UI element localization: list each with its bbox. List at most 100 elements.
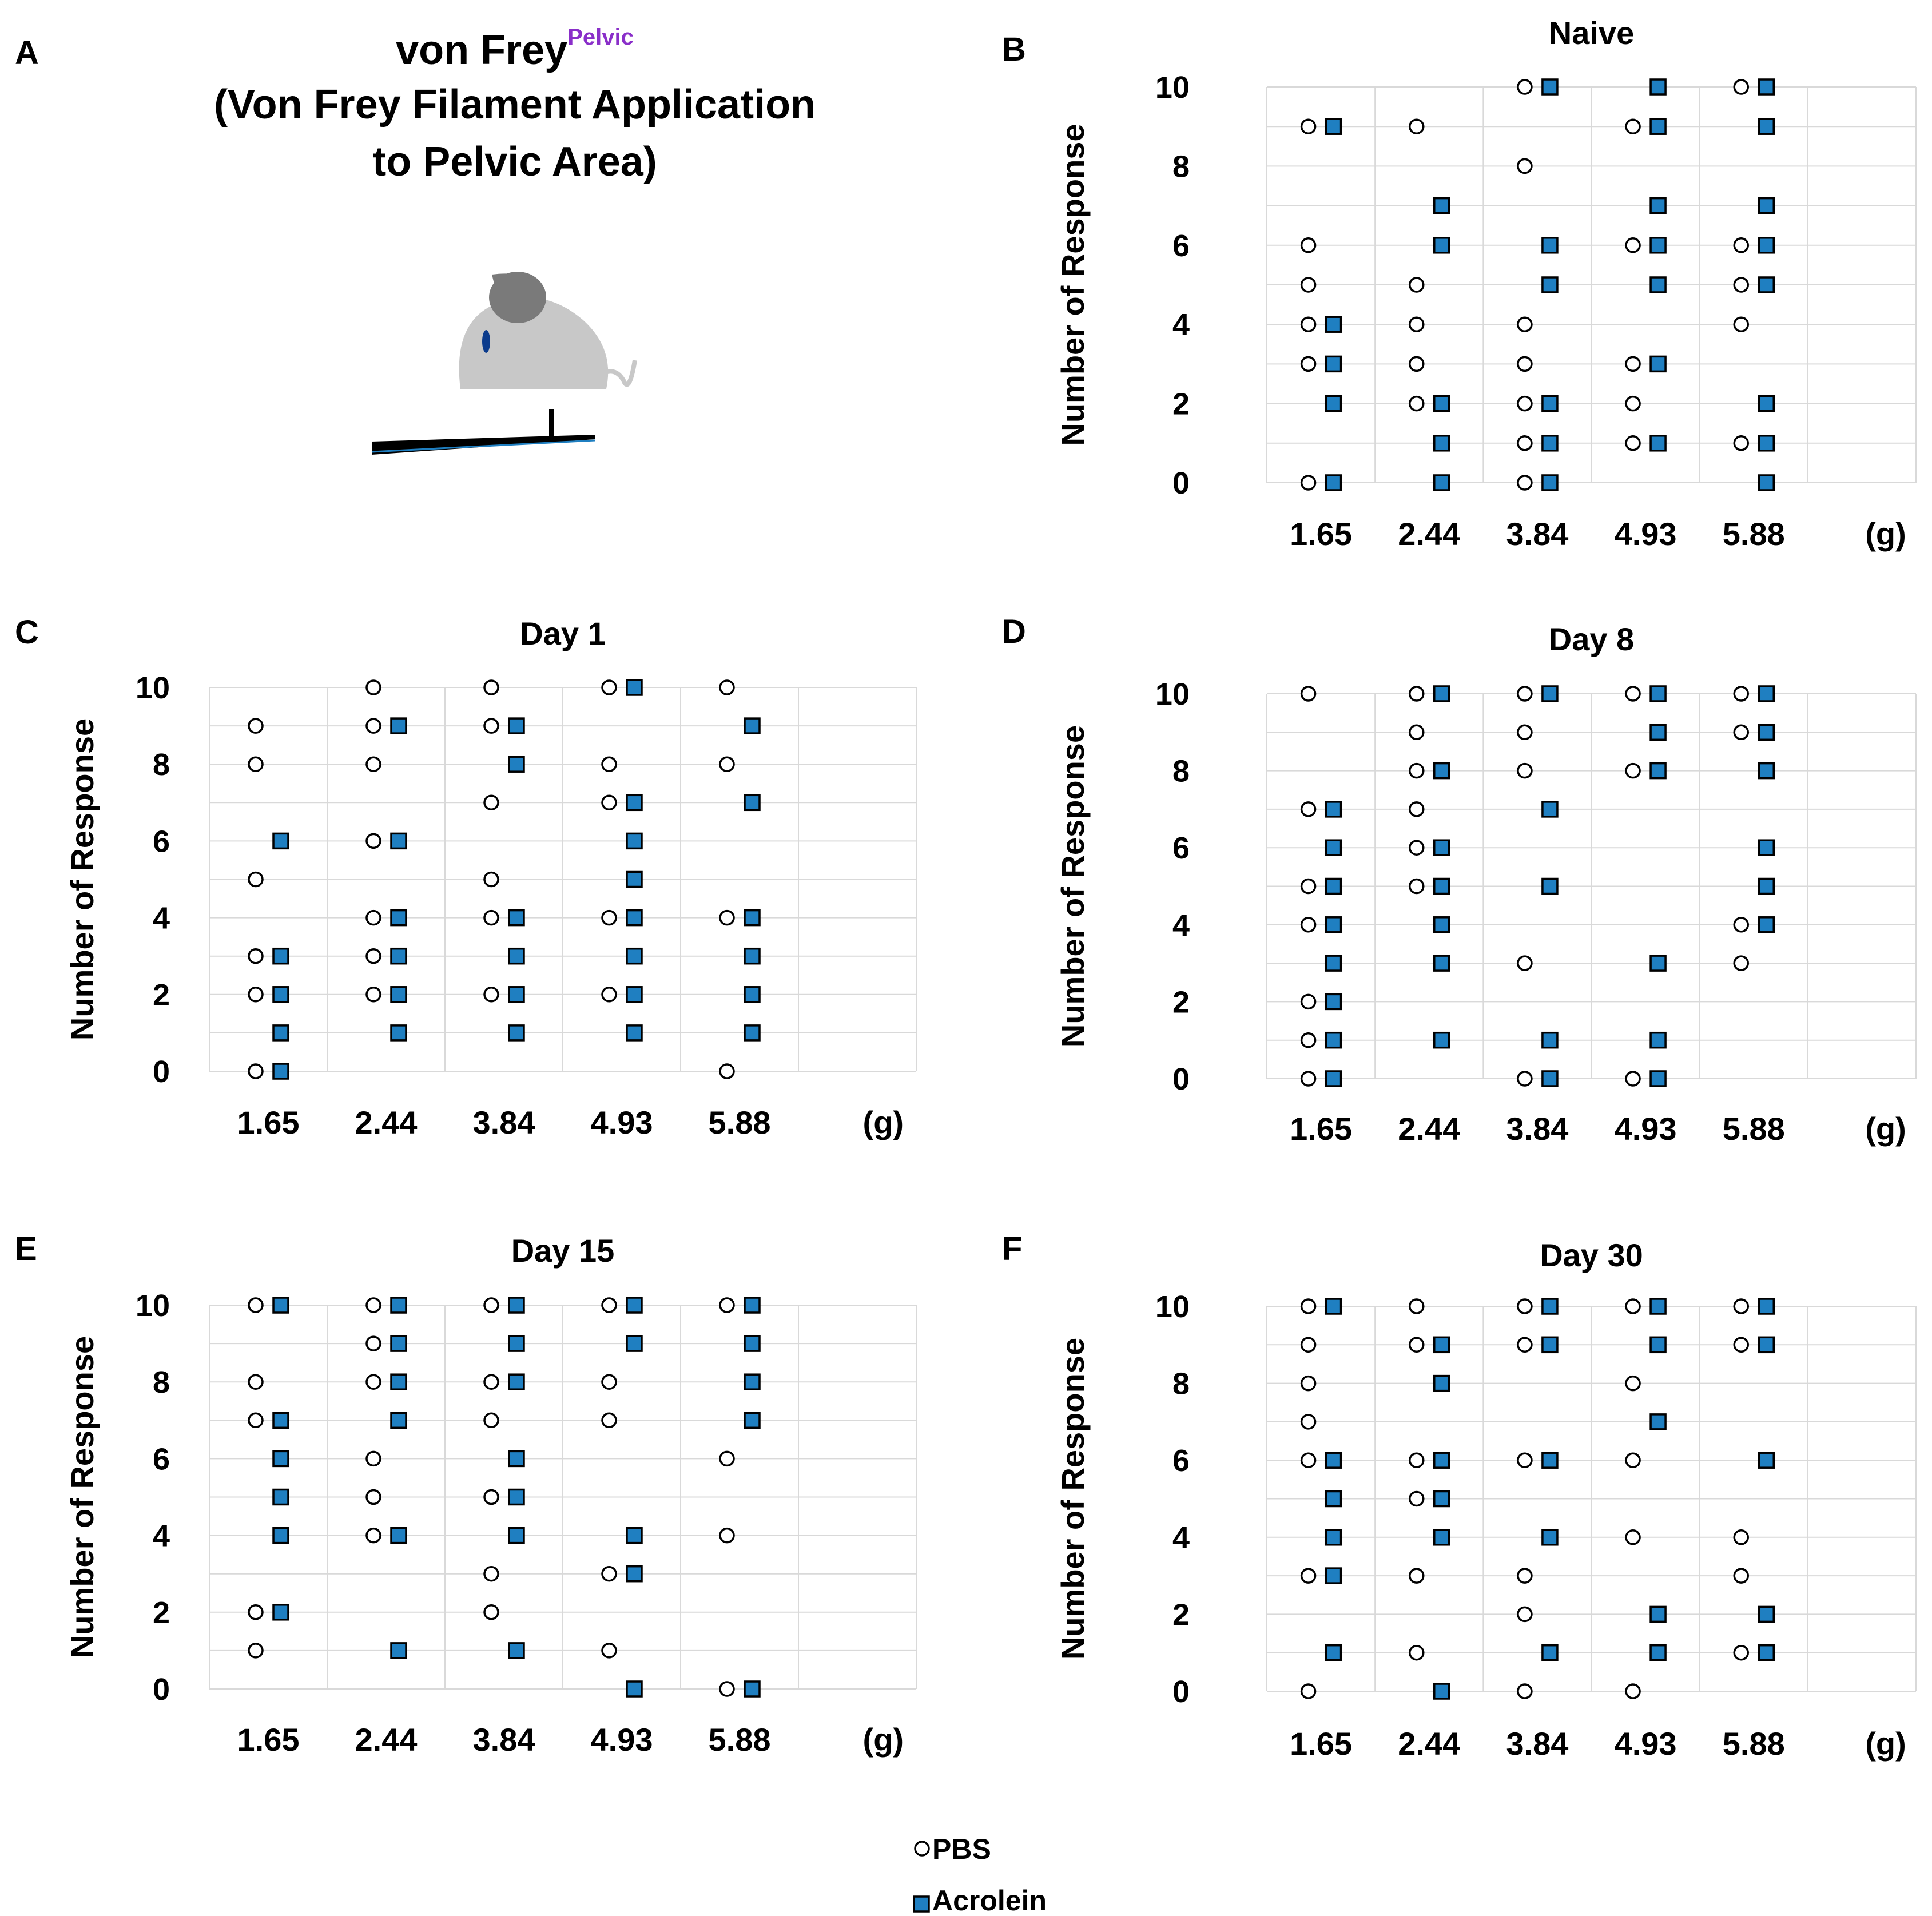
pbs-point xyxy=(483,1489,499,1505)
acrolein-point xyxy=(272,1488,289,1506)
y-tick-label: 4 xyxy=(1172,908,1190,943)
pbs-point xyxy=(1409,1644,1425,1661)
y-tick-label: 0 xyxy=(1172,1062,1190,1096)
y-tick-label: 6 xyxy=(1172,229,1190,263)
acrolein-point xyxy=(1541,237,1559,254)
chart-title: Day 15 xyxy=(511,1233,615,1269)
acrolein-point xyxy=(1649,197,1667,214)
acrolein-point xyxy=(1758,877,1775,895)
pbs-point xyxy=(1300,878,1317,895)
acrolein-point xyxy=(1541,877,1559,895)
acrolein-point xyxy=(1649,435,1667,452)
mouse-tail xyxy=(599,360,637,387)
acrolein-point xyxy=(744,909,761,927)
y-tick-label: 8 xyxy=(153,748,170,782)
pbs-point xyxy=(1300,1071,1317,1087)
acrolein-point xyxy=(1649,685,1667,702)
acrolein-point xyxy=(1325,1490,1342,1508)
panel-letter-f: F xyxy=(1002,1230,1022,1267)
acrolein-point xyxy=(1758,276,1775,293)
pbs-point xyxy=(1733,1568,1749,1584)
pbs-point xyxy=(601,909,617,926)
acrolein-point xyxy=(1325,118,1342,135)
pbs-point xyxy=(1625,237,1641,253)
y-tick-label: 4 xyxy=(1172,1521,1190,1555)
pbs-point xyxy=(248,756,264,772)
acrolein-point xyxy=(626,1565,643,1583)
acrolein-point xyxy=(1433,197,1450,214)
x-tick-label: 1.65 xyxy=(237,1104,300,1140)
acrolein-point xyxy=(1325,1452,1342,1469)
pbs-point xyxy=(1517,158,1533,174)
acrolein-point xyxy=(390,1373,407,1390)
acrolein-point xyxy=(626,1024,643,1042)
acrolein-point xyxy=(1541,801,1559,818)
pbs-point xyxy=(1300,1337,1317,1353)
x-tick-label: 5.88 xyxy=(1723,516,1785,552)
y-tick-label: 8 xyxy=(1172,754,1190,789)
acrolein-point xyxy=(1758,1644,1775,1661)
von-frey-filament xyxy=(549,409,554,439)
pbs-point xyxy=(1300,277,1317,293)
acrolein-point xyxy=(1325,1298,1342,1315)
pbs-point xyxy=(365,1374,381,1390)
acrolein-point xyxy=(1541,1452,1559,1469)
acrolein-point xyxy=(390,1527,407,1544)
acrolein-point xyxy=(1325,1070,1342,1087)
pbs-point xyxy=(1517,79,1533,95)
pbs-point xyxy=(248,1643,264,1659)
acrolein-point xyxy=(508,986,525,1003)
acrolein-point xyxy=(390,1335,407,1352)
pbs-point xyxy=(248,1297,264,1313)
pbs-point xyxy=(1625,686,1641,702)
acrolein-point xyxy=(1433,1452,1450,1469)
x-axis-unit: (g) xyxy=(863,1104,904,1140)
pbs-point xyxy=(365,718,381,734)
x-tick-label: 3.84 xyxy=(1506,1111,1568,1147)
pbs-point xyxy=(719,1450,735,1467)
pbs-point xyxy=(1517,1683,1533,1699)
pbs-point xyxy=(483,1412,499,1429)
acrolein-point xyxy=(744,1412,761,1429)
acrolein-point xyxy=(744,1297,761,1314)
mouse-eye xyxy=(482,330,490,353)
y-tick-label: 6 xyxy=(1172,831,1190,865)
acrolein-point xyxy=(1649,1605,1667,1623)
acrolein-point xyxy=(1433,474,1450,491)
acrolein-point xyxy=(390,1412,407,1429)
pbs-point xyxy=(1517,475,1533,491)
acrolein-point xyxy=(1758,474,1775,491)
pbs-point xyxy=(1625,356,1641,372)
acrolein-point xyxy=(272,1063,289,1080)
acrolein-point xyxy=(626,1297,643,1314)
acrolein-point xyxy=(390,1024,407,1042)
acrolein-point xyxy=(626,947,643,965)
acrolein-point xyxy=(1758,78,1775,96)
x-tick-label: 1.65 xyxy=(1290,516,1352,552)
x-axis-unit: (g) xyxy=(1865,516,1906,552)
pbs-point xyxy=(1300,1298,1317,1314)
acrolein-point xyxy=(1433,1683,1450,1700)
pbs-point xyxy=(1733,435,1749,451)
acrolein-point xyxy=(1325,395,1342,412)
y-tick-label: 4 xyxy=(153,1519,170,1553)
acrolein-point xyxy=(1649,1298,1667,1315)
x-axis-unit: (g) xyxy=(863,1722,904,1758)
pbs-point xyxy=(365,909,381,926)
pbs-point xyxy=(1409,1298,1425,1314)
acrolein-point xyxy=(508,1450,525,1468)
x-tick-label: 4.93 xyxy=(591,1722,653,1758)
mouse-on-platform-illustration xyxy=(371,272,637,455)
pbs-point xyxy=(1517,686,1533,702)
pbs-point xyxy=(601,1565,617,1582)
pbs-point xyxy=(1625,435,1641,451)
acrolein-point xyxy=(1758,237,1775,254)
acrolein-point xyxy=(272,947,289,965)
pbs-point xyxy=(1300,118,1317,134)
acrolein-point xyxy=(1649,1644,1667,1661)
acrolein-point xyxy=(1758,1298,1775,1315)
acrolein-point xyxy=(1433,1336,1450,1354)
pbs-point xyxy=(1409,1452,1425,1468)
pbs-point xyxy=(483,1565,499,1582)
